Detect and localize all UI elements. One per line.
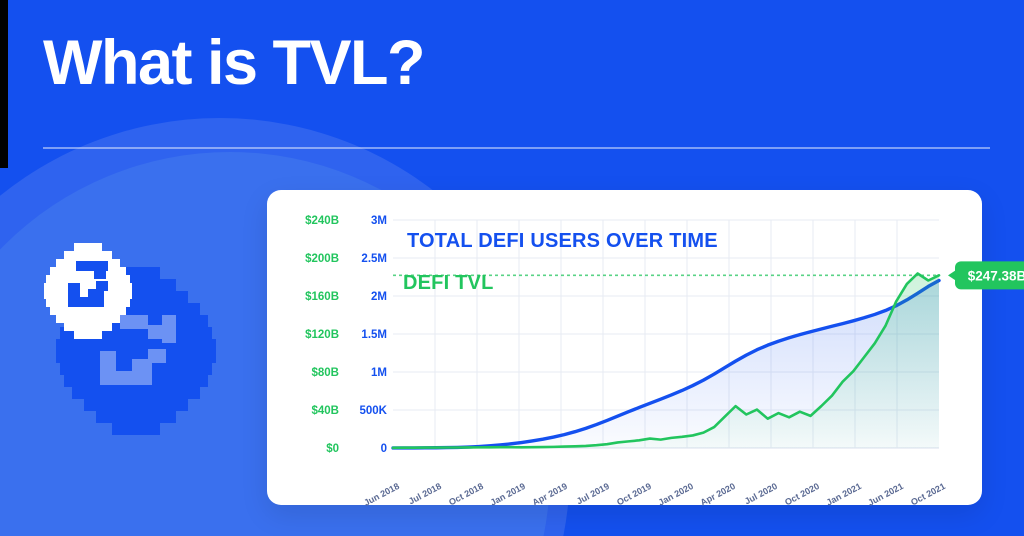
tvl-current-value-badge[interactable]: $247.38B <box>948 261 1024 290</box>
page-title: What is TVL? <box>43 28 425 98</box>
y-users-tick: 0 <box>381 443 387 455</box>
x-tick: Oct 2019 <box>615 481 653 507</box>
legend-users-label: TOTAL DEFI USERS OVER TIME <box>407 230 718 252</box>
y-axis-left-labels: $240B $200B $160B $120B $80B $40B $0 <box>305 215 339 455</box>
x-tick: Oct 2021 <box>909 481 947 507</box>
left-edge-strip <box>0 0 8 168</box>
x-tick: Jan 2020 <box>657 481 695 508</box>
tvl-line <box>391 272 941 450</box>
y-left-tick: $160B <box>305 291 339 303</box>
defi-chart[interactable]: $240B $200B $160B $120B $80B $40B $0 3M … <box>267 190 1024 508</box>
header-divider <box>43 147 990 149</box>
legend-tvl-label: DEFI TVL <box>403 272 494 294</box>
pixel-token-logo <box>36 243 236 443</box>
x-tick: Jul 2020 <box>743 481 779 507</box>
y-users-tick: 500K <box>360 405 388 417</box>
users-area <box>393 280 939 448</box>
y-users-tick: 2M <box>371 291 387 303</box>
x-tick: Jan 2019 <box>489 481 527 508</box>
x-axis-labels: Jun 2018 Jul 2018 Oct 2018 Jan 2019 Apr … <box>362 481 947 508</box>
y-left-tick: $240B <box>305 215 339 227</box>
x-tick: Oct 2018 <box>447 481 485 507</box>
y-users-tick: 3M <box>371 215 387 227</box>
y-left-tick: $120B <box>305 329 339 341</box>
y-left-tick: $80B <box>312 367 340 379</box>
x-tick: Jun 2021 <box>866 481 905 508</box>
x-tick: Jan 2021 <box>825 481 863 508</box>
logo-arrow-icon <box>100 315 176 385</box>
y-users-tick: 1.5M <box>361 329 387 341</box>
y-users-tick: 1M <box>371 367 387 379</box>
y-left-tick: $40B <box>312 405 340 417</box>
x-tick: Oct 2020 <box>783 481 821 507</box>
y-left-tick: $0 <box>326 443 339 455</box>
logo-badge-arrow-icon <box>68 261 108 307</box>
x-tick: Apr 2019 <box>531 481 569 508</box>
x-tick: Jun 2018 <box>362 481 401 508</box>
x-tick: Apr 2020 <box>699 481 737 508</box>
y-left-tick: $200B <box>305 253 339 265</box>
y-users-tick: 2.5M <box>361 253 387 265</box>
x-tick: Jul 2018 <box>407 481 443 507</box>
tvl-area <box>393 273 939 448</box>
tvl-badge-label: $247.38B <box>968 268 1024 283</box>
y-axis-users-labels: 3M 2.5M 2M 1.5M 1M 500K 0 <box>360 215 388 455</box>
x-tick: Jul 2019 <box>575 481 611 507</box>
chart-card: $240B $200B $160B $120B $80B $40B $0 3M … <box>267 190 1024 508</box>
